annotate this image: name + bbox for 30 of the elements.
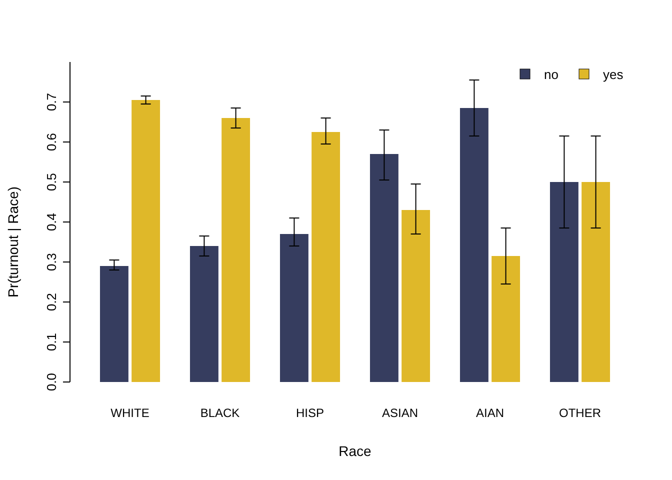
- bar: [370, 154, 398, 382]
- y-tick-label: 0.4: [44, 212, 59, 232]
- bar: [100, 266, 128, 382]
- y-axis-title: Pr(turnout | Race): [5, 186, 21, 298]
- x-tick-label: OTHER: [559, 406, 602, 420]
- bar: [132, 100, 160, 382]
- y-tick-label: 0.2: [44, 292, 59, 312]
- legend-label: no: [544, 67, 558, 82]
- y-tick-label: 0.7: [44, 92, 59, 112]
- x-tick-label: WHITE: [110, 406, 150, 420]
- bar: [190, 246, 218, 382]
- x-tick-label: ASIAN: [382, 406, 418, 420]
- x-tick-label: BLACK: [200, 406, 240, 420]
- bar: [280, 234, 308, 382]
- y-tick-label: 0.5: [44, 172, 59, 192]
- x-tick-label: AIAN: [476, 406, 504, 420]
- bar: [492, 256, 520, 382]
- bar: [460, 108, 488, 382]
- bar: [312, 132, 340, 382]
- bar: [582, 182, 610, 382]
- y-tick-label: 0.1: [44, 332, 59, 352]
- bar: [402, 210, 430, 382]
- x-tick-label: HISP: [296, 406, 324, 420]
- y-tick-label: 0.6: [44, 132, 59, 152]
- bar: [550, 182, 578, 382]
- x-axis-title: Race: [338, 443, 372, 459]
- bar: [222, 118, 250, 382]
- y-tick-label: 0.0: [44, 372, 59, 392]
- legend-label: yes: [603, 67, 624, 82]
- y-tick-label: 0.3: [44, 252, 59, 272]
